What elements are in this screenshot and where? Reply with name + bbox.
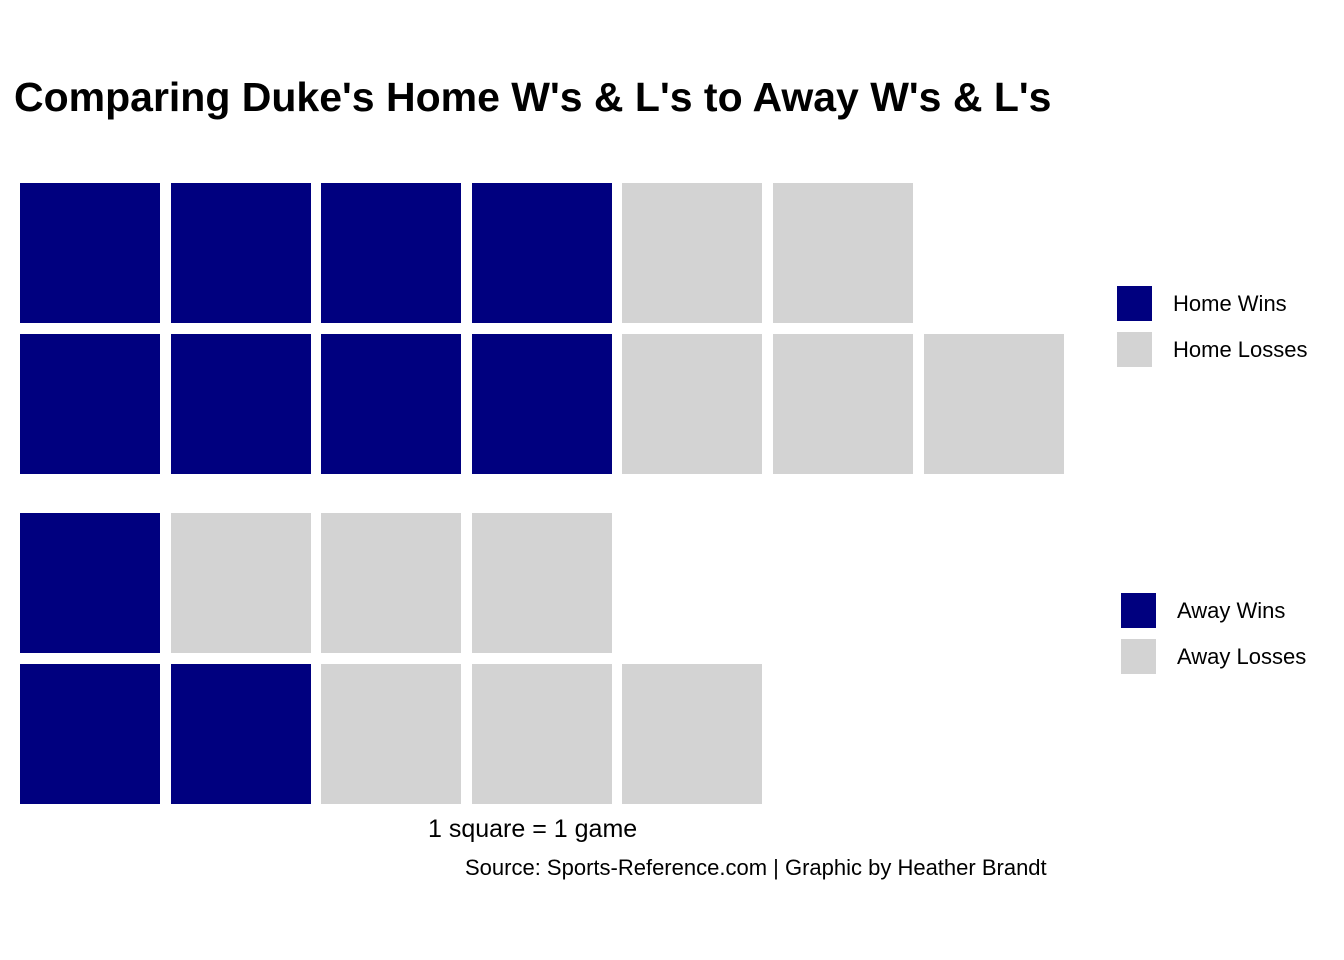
home-square-home-wins <box>20 183 160 324</box>
away-square-away-losses <box>471 664 612 804</box>
home-square-home-wins <box>321 334 462 474</box>
home-square-home-wins <box>170 183 311 324</box>
away-square-away-wins <box>170 664 311 804</box>
away-square-away-losses <box>321 513 462 654</box>
home-square-home-losses <box>923 334 1064 474</box>
home-square-home-wins <box>170 334 311 474</box>
away-square-away-wins <box>20 664 160 804</box>
home-square-home-wins <box>471 183 612 324</box>
x-axis-label: 1 square = 1 game <box>428 815 638 843</box>
home-square-home-wins <box>471 334 612 474</box>
legend-label-away-wins: Away Wins <box>1177 598 1286 623</box>
home-square-home-losses <box>773 334 913 474</box>
legend-swatch-away-losses <box>1121 639 1156 674</box>
legend-swatch-home-losses <box>1117 332 1152 367</box>
home-square-home-losses <box>622 334 763 474</box>
away-square-away-losses <box>622 664 763 804</box>
home-square-home-wins <box>20 334 160 474</box>
legend-swatch-home-wins <box>1117 286 1152 321</box>
home-square-home-losses <box>622 183 763 324</box>
legend-label-home-wins: Home Wins <box>1173 291 1287 316</box>
home-square-home-losses <box>773 183 913 324</box>
away-square-away-losses <box>170 513 311 654</box>
home-square-home-wins <box>321 183 462 324</box>
chart-caption: Source: Sports-Reference.com | Graphic b… <box>465 855 1047 880</box>
legend-label-home-losses: Home Losses <box>1173 337 1308 362</box>
legend-label-away-losses: Away Losses <box>1177 644 1307 669</box>
chart-title: Comparing Duke's Home W's & L's to Away … <box>14 74 1052 120</box>
away-square-away-wins <box>20 513 160 654</box>
legend-swatch-away-wins <box>1121 593 1156 628</box>
away-square-away-losses <box>321 664 462 804</box>
away-square-away-losses <box>471 513 612 654</box>
